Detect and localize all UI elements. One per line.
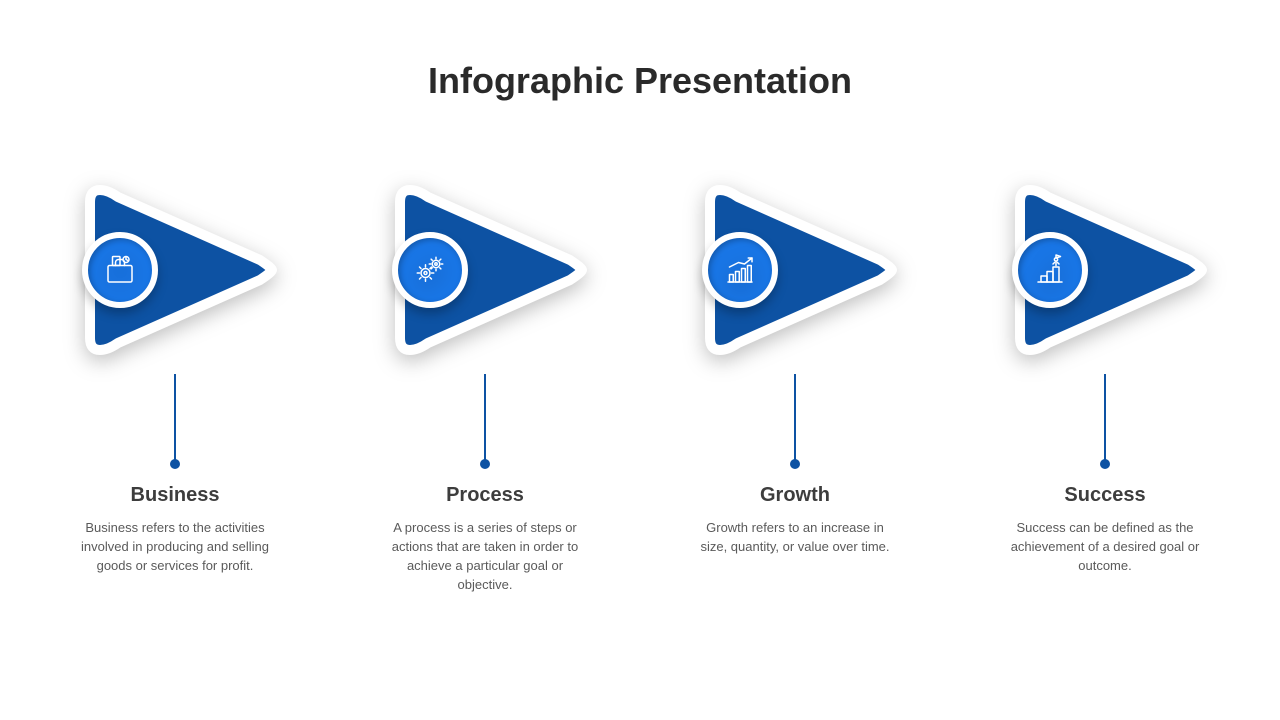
icon-circle [702,232,778,308]
item-business: Business Business refers to the activiti… [50,170,300,594]
item-title: Business [131,484,220,507]
item-title: Process [446,484,524,507]
flag-icon [1032,252,1068,288]
chart-icon [722,252,758,288]
icon-circle [1012,232,1088,308]
gears-icon [412,252,448,288]
item-desc: Growth refers to an increase in size, qu… [695,519,895,557]
arrow-shape [990,170,1220,370]
items-row: Business Business refers to the activiti… [0,170,1280,594]
arrow-shape [370,170,600,370]
page-title: Infographic Presentation [0,60,1280,102]
connector-line [1104,374,1106,464]
item-success: Success Success can be defined as the ac… [980,170,1230,594]
connector-line [484,374,486,464]
item-desc: A process is a series of steps or action… [385,519,585,594]
item-desc: Business refers to the activities involv… [75,519,275,576]
arrow-shape [680,170,910,370]
item-process: Process A process is a series of steps o… [360,170,610,594]
icon-circle [392,232,468,308]
briefcase-icon [102,252,138,288]
connector-line [794,374,796,464]
item-title: Growth [760,484,830,507]
item-title: Success [1064,484,1145,507]
item-desc: Success can be defined as the achievemen… [1005,519,1205,576]
icon-circle [82,232,158,308]
infographic-page: Infographic Presentation [0,0,1280,720]
item-growth: Growth Growth refers to an increase in s… [670,170,920,594]
connector-line [174,374,176,464]
arrow-shape [60,170,290,370]
